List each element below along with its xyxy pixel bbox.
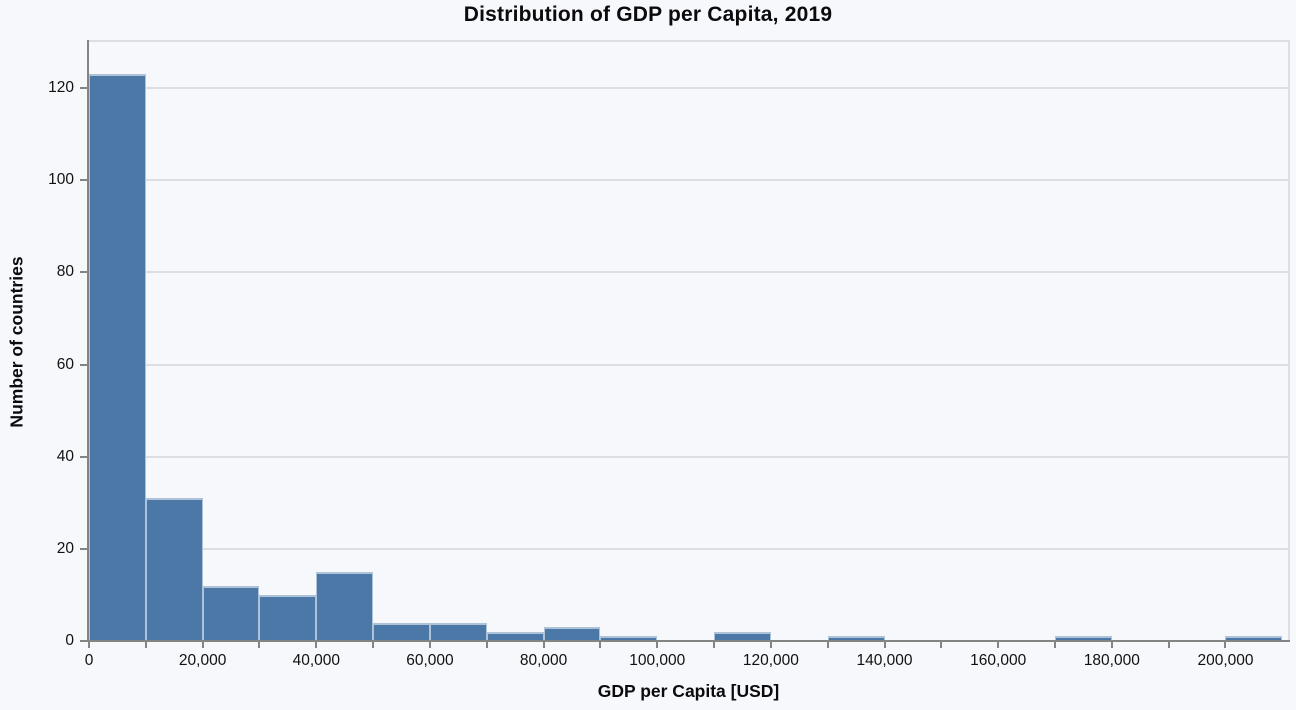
x-axis-tick [542, 641, 545, 648]
histogram-bar[interactable] [1055, 636, 1112, 640]
x-axis-tick [201, 641, 204, 648]
x-axis-tick [88, 641, 90, 648]
y-axis-tick [80, 455, 87, 458]
y-gridline [89, 179, 1288, 182]
y-axis-tick [80, 271, 87, 274]
x-axis-tick [940, 641, 943, 648]
x-axis-tick [258, 641, 261, 648]
plot-area [89, 42, 1288, 641]
x-tick-label: 140,000 [856, 652, 913, 669]
y-gridline [89, 547, 1288, 550]
x-tick-label: 180,000 [1083, 652, 1140, 669]
x-axis-tick [656, 641, 659, 648]
y-axis-tick [80, 363, 87, 366]
x-tick-label: 20,000 [178, 652, 227, 669]
histogram-bar[interactable] [827, 636, 885, 640]
histogram-bar[interactable] [145, 498, 203, 640]
y-tick-label: 20 [56, 539, 74, 557]
histogram-bar[interactable] [486, 631, 544, 640]
x-axis-tick [769, 641, 772, 648]
x-tick-label: 0 [84, 652, 94, 669]
y-axis-tick [80, 547, 87, 550]
y-tick-label: 80 [56, 263, 74, 281]
y-axis-title: Number of countries [6, 255, 27, 428]
x-axis-tick [315, 641, 318, 648]
y-tick-label: 100 [48, 171, 74, 189]
histogram-bar[interactable] [600, 636, 658, 640]
x-axis-tick [428, 641, 431, 648]
x-axis-tick [1167, 641, 1170, 648]
x-axis-title: GDP per Capita [USD] [597, 681, 780, 701]
plot-border-top [89, 40, 1290, 42]
histogram-bar[interactable] [1225, 636, 1283, 640]
y-axis-tick [80, 87, 87, 90]
histogram-bar[interactable] [259, 594, 317, 640]
y-axis-tick [80, 640, 87, 642]
x-axis-line [87, 640, 1290, 642]
x-axis-tick [1224, 641, 1227, 648]
histogram-bar[interactable] [202, 585, 260, 640]
x-tick-label: 40,000 [292, 652, 341, 669]
y-axis-tick [80, 179, 87, 182]
histogram-bar[interactable] [429, 622, 487, 640]
x-axis-tick [997, 641, 1000, 648]
y-gridline [89, 455, 1288, 458]
histogram-bar[interactable] [89, 74, 146, 640]
histogram-bar[interactable] [714, 631, 771, 640]
y-tick-label: 40 [56, 447, 74, 465]
x-tick-label: 160,000 [970, 652, 1027, 669]
x-axis-tick [144, 641, 147, 648]
x-axis-tick [1110, 641, 1113, 648]
y-tick-label: 0 [65, 632, 74, 649]
histogram-bar[interactable] [316, 571, 374, 640]
x-axis-tick [713, 641, 716, 648]
x-axis-tick [883, 641, 886, 648]
y-gridline [89, 87, 1288, 90]
x-axis-tick [1054, 641, 1057, 648]
y-tick-label: 60 [56, 355, 74, 373]
x-tick-label: 200,000 [1197, 652, 1254, 669]
x-axis-tick [826, 641, 829, 648]
x-tick-label: 120,000 [742, 652, 799, 669]
x-tick-label: 100,000 [629, 652, 686, 669]
histogram-bar[interactable] [373, 622, 430, 640]
plot-border-right [1288, 40, 1290, 641]
x-tick-label: 80,000 [519, 652, 568, 669]
x-axis-tick [372, 641, 375, 648]
histogram-bar[interactable] [543, 627, 601, 640]
x-axis-tick [599, 641, 602, 648]
y-gridline [89, 271, 1288, 274]
y-gridline [89, 363, 1288, 366]
y-tick-label: 120 [48, 79, 74, 97]
y-axis-line [87, 40, 89, 641]
x-axis-tick [485, 641, 488, 648]
chart-title: Distribution of GDP per Capita, 2019 [463, 3, 833, 26]
x-tick-label: 60,000 [406, 652, 454, 669]
